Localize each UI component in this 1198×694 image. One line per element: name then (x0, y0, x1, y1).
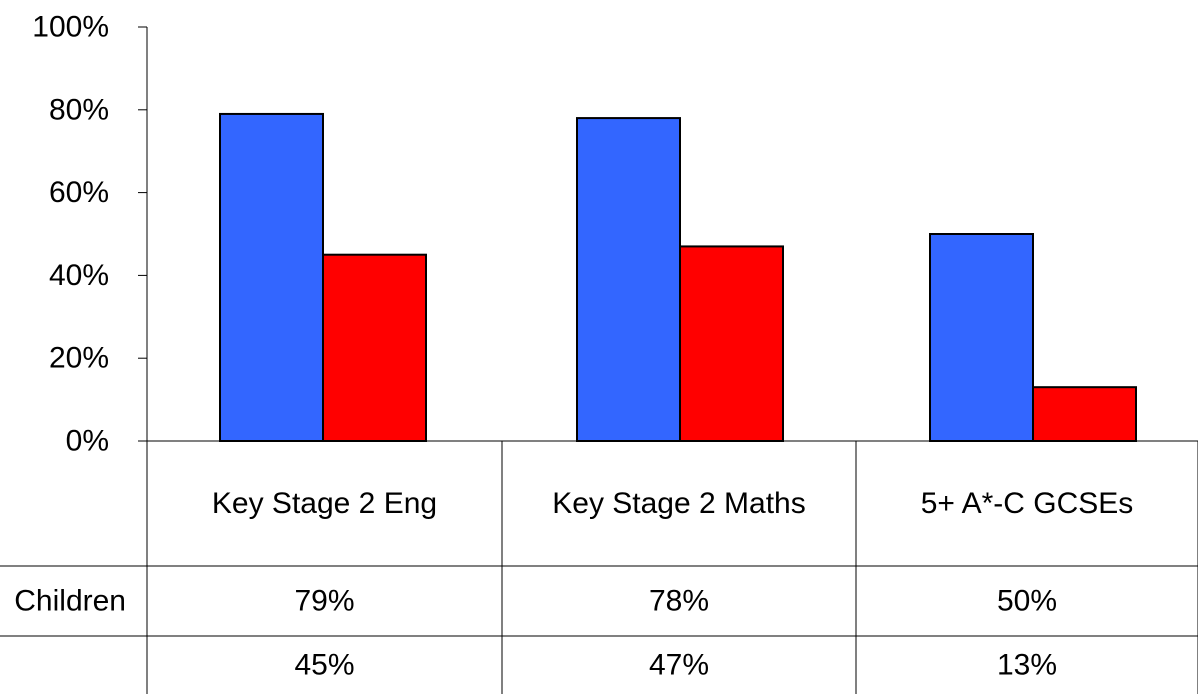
bar-series2-1 (322, 253, 427, 442)
category-label: Key Stage 2 Eng (212, 487, 437, 520)
data-value-label: 50% (997, 585, 1057, 618)
y-axis: 0% 20% 40% 60% 80% 100% (32, 11, 148, 458)
data-value-label: 79% (294, 585, 354, 618)
data-value-label: 13% (997, 649, 1057, 682)
bar-series1-1 (219, 112, 324, 442)
category-label: Key Stage 2 Maths (552, 487, 805, 520)
data-table: Key Stage 2 Eng Key Stage 2 Maths 5+ A*-C … (0, 440, 1198, 694)
bar-series1-3 (929, 233, 1034, 442)
y-tick-label: 0% (66, 425, 109, 458)
bar-series2-3 (1032, 386, 1137, 442)
data-value-label: 45% (294, 649, 354, 682)
y-tick-label: 40% (49, 259, 109, 292)
bar-series2-2 (679, 245, 784, 442)
y-tick-label: 100% (32, 11, 109, 44)
data-value-label: 47% (649, 649, 709, 682)
y-tick-label: 20% (49, 342, 109, 375)
bars (219, 112, 1137, 443)
y-tick-label: 80% (49, 93, 109, 126)
y-tick-label: 60% (49, 176, 109, 209)
bar-series1-2 (576, 117, 681, 443)
series-name-label: Children (14, 585, 126, 618)
category-label: 5+ A*-C GCSEs (921, 487, 1134, 520)
data-value-label: 78% (649, 585, 709, 618)
